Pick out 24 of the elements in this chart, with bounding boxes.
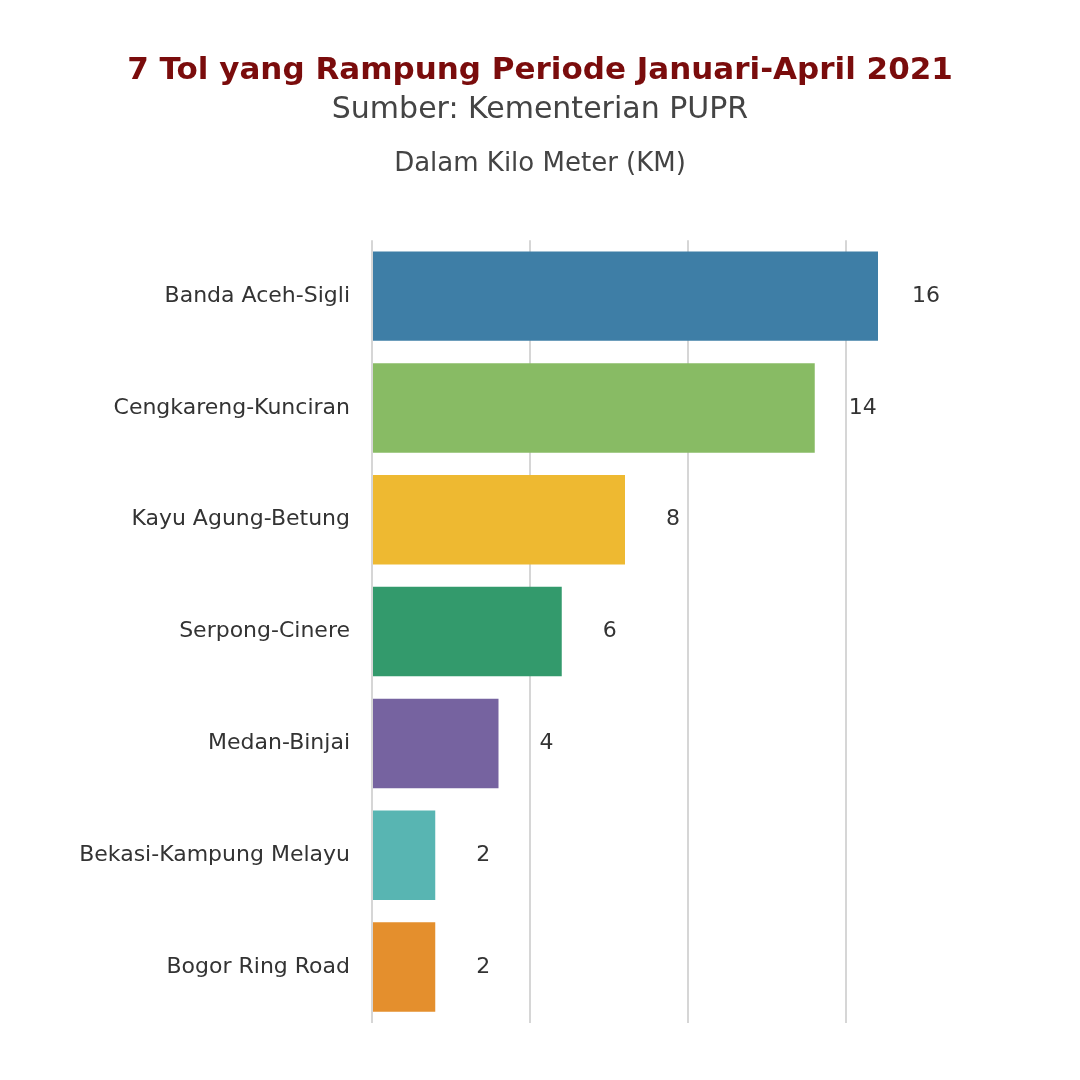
- y-tick-label: Bekasi-Kampung Melayu: [79, 840, 350, 866]
- bar: [373, 475, 625, 565]
- y-tick-label: Bogor Ring Road: [166, 952, 350, 978]
- bar: [373, 922, 436, 1012]
- bar: [373, 251, 878, 341]
- data-label: 8: [666, 505, 680, 531]
- data-label: 4: [539, 729, 554, 755]
- data-label: 16: [912, 281, 940, 307]
- bar: [373, 698, 499, 789]
- data-label: 6: [602, 617, 617, 643]
- y-tick-label: Kayu Agung-Betung: [131, 505, 350, 531]
- y-tick-label: Medan-Binjai: [208, 729, 350, 755]
- y-tick-label: Cengkareng-Kunciran: [113, 393, 350, 419]
- text: Sumber: Kementerian PUPR: [330, 90, 750, 125]
- y-tick-label: Serpong-Cinere: [179, 617, 350, 643]
- chart-subtitle: Dalam Kilo Meter (KM): [393, 147, 687, 177]
- bar: [373, 363, 815, 453]
- bar: [373, 810, 436, 900]
- bar: [373, 586, 562, 677]
- y-tick-label: Banda Aceh-Sigli: [164, 281, 350, 307]
- data-label: 14: [848, 393, 877, 419]
- data-label: 2: [476, 952, 491, 978]
- chart-title: 7 Tol yang Rampung Periode Januari-April 2021: [126, 49, 954, 86]
- data-label: 2: [476, 840, 491, 866]
